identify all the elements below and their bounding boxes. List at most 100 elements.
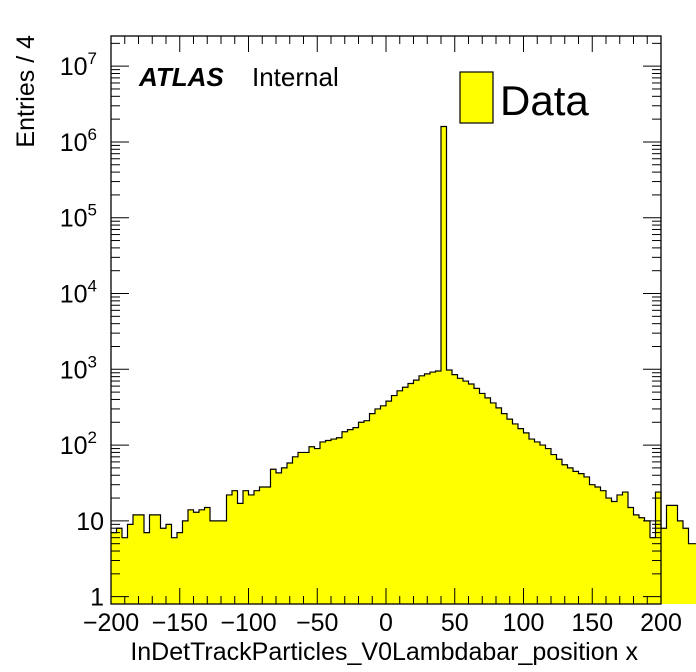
histogram-bar bbox=[468, 383, 475, 604]
histogram-bar bbox=[347, 429, 354, 604]
histogram-bar bbox=[243, 490, 249, 604]
y-tick-exponent: 4 bbox=[88, 277, 97, 296]
histogram-bar bbox=[457, 378, 464, 604]
histogram-bar bbox=[160, 528, 167, 604]
histogram-bar bbox=[303, 452, 310, 604]
histogram-bar bbox=[534, 441, 541, 604]
histogram-bar bbox=[237, 503, 244, 604]
histogram-bar bbox=[419, 375, 425, 604]
histogram-bar bbox=[210, 520, 216, 604]
histogram-bar bbox=[606, 498, 612, 604]
x-tick-label: 0 bbox=[379, 609, 393, 637]
histogram-bar bbox=[155, 514, 161, 604]
x-tick-label: −100 bbox=[220, 609, 276, 637]
histogram-bar bbox=[589, 484, 596, 604]
histogram-bar bbox=[479, 393, 486, 604]
histogram-bar bbox=[556, 459, 563, 604]
histogram-bar bbox=[254, 490, 260, 604]
histogram-bar bbox=[650, 537, 656, 604]
x-tick-label: −150 bbox=[152, 609, 208, 637]
histogram-bar bbox=[353, 427, 359, 604]
histogram-bar bbox=[628, 507, 634, 604]
y-tick-exponent: 3 bbox=[88, 352, 97, 371]
histogram-bar bbox=[232, 490, 238, 604]
y-tick-base: 10 bbox=[60, 205, 88, 233]
histogram-bar bbox=[397, 390, 403, 604]
histogram-bar bbox=[633, 514, 640, 604]
internal-label: Internal bbox=[252, 62, 339, 92]
y-tick-label: 102 bbox=[60, 428, 97, 460]
histogram-bar bbox=[298, 452, 304, 604]
atlas-label: ATLAS bbox=[138, 62, 224, 92]
histogram-bar bbox=[474, 388, 480, 604]
histogram-bar bbox=[281, 467, 288, 604]
histogram-bar bbox=[567, 467, 574, 604]
y-tick-base: 10 bbox=[76, 508, 104, 536]
y-tick-base: 10 bbox=[60, 53, 88, 81]
histogram-bar bbox=[501, 413, 508, 604]
histogram-bar bbox=[309, 446, 315, 604]
histogram-bar bbox=[622, 492, 629, 604]
histogram-bar bbox=[122, 537, 128, 604]
histogram-bar bbox=[369, 413, 376, 604]
histogram-bar bbox=[463, 381, 469, 604]
histogram-bar bbox=[276, 472, 282, 604]
histogram-bar bbox=[193, 512, 200, 604]
histogram-bar bbox=[452, 374, 458, 604]
histogram-bar bbox=[149, 514, 156, 604]
histogram-bar bbox=[221, 520, 227, 604]
y-tick-label: 106 bbox=[60, 125, 97, 157]
histogram-bar bbox=[545, 448, 552, 604]
histogram-bar bbox=[661, 528, 667, 604]
histogram-bar bbox=[523, 432, 530, 604]
histogram-bar bbox=[655, 492, 662, 604]
histogram-bar bbox=[380, 405, 387, 604]
histogram-bar bbox=[386, 401, 392, 604]
histogram-bar bbox=[325, 440, 332, 604]
y-tick-label: 1 bbox=[90, 584, 104, 612]
histogram-bar bbox=[683, 528, 689, 604]
y-tick-base: 10 bbox=[60, 356, 88, 384]
y-tick-exponent: 6 bbox=[88, 125, 97, 144]
histogram-bar bbox=[595, 486, 601, 604]
histogram-bar bbox=[259, 486, 266, 604]
histogram-bar bbox=[182, 520, 189, 604]
histogram-bar bbox=[446, 369, 453, 604]
y-tick-exponent: 7 bbox=[88, 49, 97, 68]
histogram-bar bbox=[287, 463, 293, 604]
y-tick-base: 10 bbox=[60, 281, 88, 309]
histogram-bar bbox=[573, 471, 579, 604]
histogram-bar bbox=[562, 464, 568, 604]
legend-swatch-data bbox=[459, 71, 494, 124]
histogram-bar bbox=[485, 397, 491, 604]
histogram-bar bbox=[358, 422, 365, 604]
y-tick-base: 10 bbox=[60, 129, 88, 157]
y-tick-exponent: 5 bbox=[88, 201, 97, 220]
histogram-bar bbox=[617, 494, 623, 604]
histogram-bar bbox=[496, 407, 502, 604]
histogram-bar bbox=[672, 505, 678, 604]
y-tick-exponent: 2 bbox=[88, 428, 97, 447]
x-tick-label: 200 bbox=[640, 609, 682, 637]
y-axis-title: Entries / 4 bbox=[12, 35, 40, 148]
histogram-bar bbox=[507, 419, 513, 604]
histogram-bar bbox=[391, 395, 398, 604]
histogram-bar bbox=[435, 370, 442, 604]
y-tick-label: 103 bbox=[60, 352, 97, 384]
histogram-bar bbox=[402, 387, 409, 604]
x-tick-label: −200 bbox=[83, 609, 139, 637]
histogram-bar bbox=[666, 505, 673, 604]
histogram-bar bbox=[204, 507, 211, 604]
histogram-bar bbox=[551, 454, 557, 604]
histogram-bar bbox=[320, 441, 326, 604]
y-tick-label: 107 bbox=[60, 49, 97, 81]
histogram-bar bbox=[248, 494, 255, 604]
legend-label-data: Data bbox=[500, 77, 589, 124]
histogram-bar bbox=[177, 532, 183, 604]
histogram-bar bbox=[611, 501, 618, 604]
histogram-bar bbox=[430, 372, 436, 604]
histogram-bar bbox=[441, 126, 447, 605]
histogram-bar bbox=[342, 431, 348, 604]
histogram-bar bbox=[578, 473, 585, 604]
histogram-bar bbox=[408, 383, 414, 604]
